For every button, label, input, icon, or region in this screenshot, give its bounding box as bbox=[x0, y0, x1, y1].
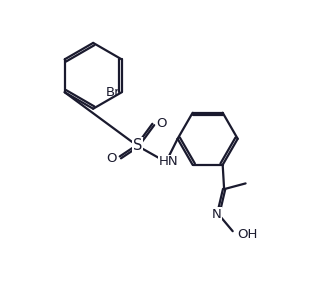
Text: HN: HN bbox=[159, 155, 179, 168]
Text: O: O bbox=[157, 116, 167, 129]
Text: O: O bbox=[107, 152, 117, 165]
Text: S: S bbox=[133, 138, 142, 153]
Text: N: N bbox=[212, 208, 222, 221]
Text: Br: Br bbox=[106, 86, 120, 99]
Text: OH: OH bbox=[237, 228, 257, 241]
